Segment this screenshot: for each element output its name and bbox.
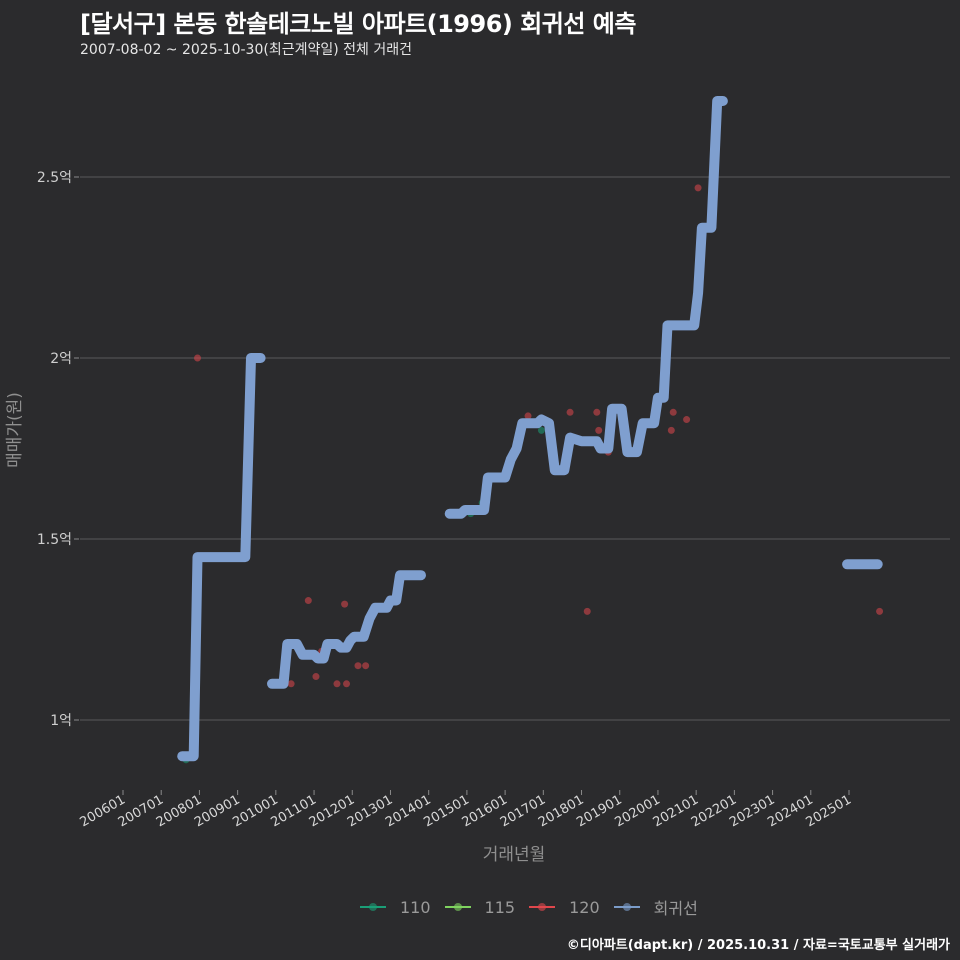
y-tick-label: 2억 bbox=[50, 351, 72, 367]
data-point bbox=[593, 408, 601, 416]
data-point bbox=[524, 412, 532, 420]
data-point bbox=[694, 184, 702, 192]
regression-segment bbox=[177, 353, 266, 762]
legend-item-120[interactable]: 120 bbox=[529, 898, 600, 917]
regression-segment bbox=[444, 96, 728, 519]
legend: 110 115 120 회귀선 bbox=[360, 895, 712, 919]
y-axis-ticks: 1억 1.5억 2억 2.5억 bbox=[37, 170, 79, 729]
data-point bbox=[362, 662, 370, 670]
data-point bbox=[669, 408, 677, 416]
legend-label: 115 bbox=[484, 897, 516, 917]
data-point bbox=[667, 426, 675, 434]
regression-line bbox=[177, 96, 883, 762]
legend-item-115[interactable]: 115 bbox=[444, 897, 516, 917]
data-point bbox=[312, 673, 320, 681]
chart-title: [달서구] 본동 한솔테크노빌 아파트(1996) 회귀선 예측 bbox=[80, 10, 636, 38]
data-point bbox=[333, 680, 341, 688]
legend-item-regression[interactable]: 회귀선 bbox=[613, 895, 698, 919]
data-point bbox=[341, 600, 349, 608]
data-point bbox=[876, 607, 884, 615]
x-axis-ticks: 2006012007012008012009012010012011012012… bbox=[78, 790, 854, 830]
data-point bbox=[683, 416, 691, 424]
data-point bbox=[537, 426, 545, 434]
gridlines bbox=[80, 176, 950, 721]
legend-key-icon bbox=[444, 901, 471, 913]
y-tick-label: 2.5억 bbox=[37, 170, 72, 186]
y-tick-label: 1.5억 bbox=[37, 532, 72, 548]
data-point bbox=[194, 354, 202, 362]
data-point bbox=[595, 426, 603, 434]
data-point bbox=[583, 607, 591, 615]
legend-label: 120 bbox=[569, 897, 600, 917]
footer-credit: ©디아파트(dapt.kr) / 2025.10.31 / 자료=국토교통부 실… bbox=[566, 938, 950, 953]
legend-label: 110 bbox=[400, 897, 431, 917]
y-tick-label: 1억 bbox=[50, 713, 72, 729]
data-point bbox=[343, 680, 351, 688]
data-point bbox=[566, 408, 574, 416]
legend-label: 회귀선 bbox=[653, 899, 698, 918]
data-point bbox=[287, 680, 295, 688]
chart-subtitle: 2007-08-02 ~ 2025-10-30(최근계약일) 전체 거래건 bbox=[80, 42, 412, 58]
y-axis-title: 매매가(원) bbox=[5, 392, 25, 468]
chart-plot: 1억 1.5억 2억 2.5억 200601200701200801200901201… bbox=[5, 96, 950, 865]
regression-segment bbox=[267, 570, 426, 689]
legend-key-icon bbox=[613, 901, 640, 913]
legend-key-icon bbox=[360, 901, 386, 913]
data-point bbox=[354, 662, 362, 670]
legend-key-icon bbox=[529, 901, 556, 913]
legend-item-110[interactable]: 110 bbox=[360, 898, 431, 917]
x-axis-title: 거래년월 bbox=[483, 845, 546, 865]
data-point bbox=[304, 597, 312, 605]
